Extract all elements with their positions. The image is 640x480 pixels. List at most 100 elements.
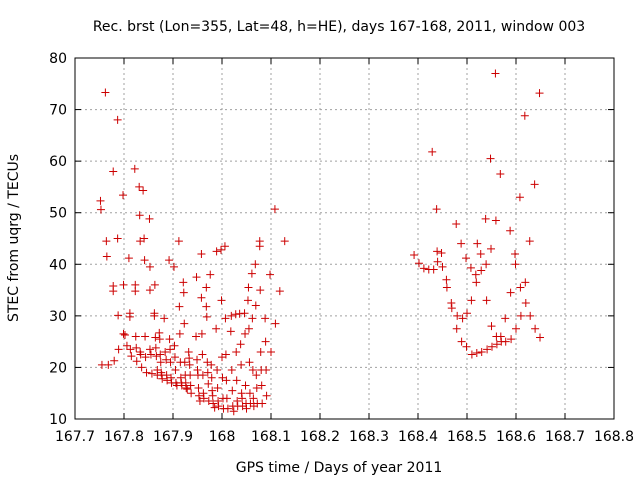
data-point xyxy=(186,371,195,380)
data-point xyxy=(487,342,496,351)
data-point xyxy=(119,191,128,200)
data-point xyxy=(147,369,156,378)
data-point xyxy=(202,312,211,321)
data-point xyxy=(481,214,490,223)
data-point xyxy=(209,399,218,408)
data-point xyxy=(192,273,201,282)
data-points xyxy=(96,69,545,416)
data-point xyxy=(238,394,247,403)
data-point xyxy=(472,348,481,357)
data-point xyxy=(132,357,141,366)
data-point xyxy=(207,360,216,369)
data-point xyxy=(256,286,265,295)
data-point xyxy=(267,347,275,356)
data-point xyxy=(501,337,510,346)
data-point xyxy=(442,275,451,284)
data-point xyxy=(232,347,241,356)
data-point xyxy=(207,373,216,382)
data-point xyxy=(169,262,178,271)
data-point xyxy=(491,216,500,225)
data-point xyxy=(122,341,131,350)
data-point xyxy=(275,287,284,296)
data-point xyxy=(185,354,194,363)
data-point xyxy=(124,254,133,263)
y-axis-label: STEC from uqrg / TECUs xyxy=(6,154,22,322)
data-point xyxy=(104,360,113,369)
data-point xyxy=(135,211,144,220)
data-point xyxy=(521,278,530,287)
y-tick-label: 70 xyxy=(49,103,67,119)
x-axis-label: GPS time / Days of year 2011 xyxy=(236,460,443,476)
data-point xyxy=(142,368,151,377)
x-tick-label: 168.1 xyxy=(251,429,291,445)
data-point xyxy=(466,263,475,272)
data-point xyxy=(96,205,105,214)
data-point xyxy=(242,404,251,413)
data-point xyxy=(119,280,128,289)
y-tick-label: 30 xyxy=(49,309,67,325)
data-point xyxy=(256,347,265,356)
data-point xyxy=(132,343,141,352)
data-point xyxy=(237,360,246,369)
data-point xyxy=(170,353,179,362)
data-point xyxy=(180,319,189,328)
data-point xyxy=(150,280,159,289)
data-point xyxy=(119,329,128,338)
data-point xyxy=(236,340,245,349)
x-tick-label: 168.7 xyxy=(545,429,585,445)
data-point xyxy=(248,366,257,375)
data-point xyxy=(511,260,520,269)
data-point xyxy=(102,252,111,261)
data-point xyxy=(244,324,253,333)
data-point xyxy=(240,309,249,318)
data-point xyxy=(145,262,154,271)
data-point xyxy=(258,399,267,408)
data-point xyxy=(243,296,252,305)
data-point xyxy=(410,251,419,260)
data-point xyxy=(156,350,165,359)
data-point xyxy=(217,296,226,305)
data-point xyxy=(179,288,188,297)
data-point xyxy=(223,404,232,413)
data-point xyxy=(145,345,154,354)
data-point xyxy=(213,384,222,393)
data-point xyxy=(521,298,530,307)
data-point xyxy=(151,343,160,352)
data-point xyxy=(232,376,241,385)
data-point xyxy=(113,115,122,124)
data-point xyxy=(516,283,525,292)
x-tick-label: 168.3 xyxy=(349,429,389,445)
data-point xyxy=(170,341,179,350)
data-point xyxy=(506,226,515,235)
x-tick-label: 168.4 xyxy=(398,429,438,445)
data-point xyxy=(210,403,219,412)
data-point xyxy=(161,347,170,356)
data-point xyxy=(492,340,501,349)
data-point xyxy=(227,366,236,375)
data-point xyxy=(271,319,280,328)
data-point xyxy=(414,259,423,268)
data-point xyxy=(102,237,111,246)
data-point xyxy=(251,301,260,310)
data-point xyxy=(226,327,235,336)
data-point xyxy=(192,332,201,341)
data-point xyxy=(432,205,441,214)
data-point xyxy=(166,358,175,367)
data-point xyxy=(145,214,154,223)
data-point xyxy=(220,242,229,251)
data-point xyxy=(511,249,520,258)
data-point xyxy=(531,324,540,333)
data-point xyxy=(202,302,211,311)
x-tick-label: 167.8 xyxy=(104,429,144,445)
data-point xyxy=(248,314,257,323)
data-point xyxy=(197,329,206,338)
data-point xyxy=(472,278,481,287)
data-point xyxy=(204,396,213,405)
data-point xyxy=(270,205,279,214)
data-point xyxy=(186,381,195,390)
data-point xyxy=(433,257,442,266)
data-point xyxy=(453,311,462,320)
data-point xyxy=(150,311,159,320)
data-point xyxy=(467,350,476,359)
